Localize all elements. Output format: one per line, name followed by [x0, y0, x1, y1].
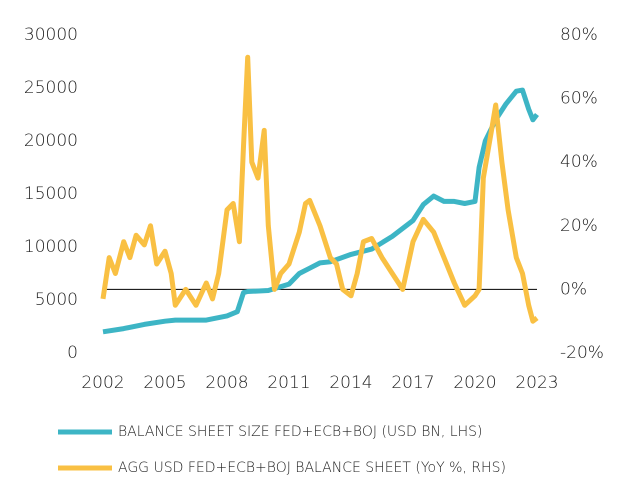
x-tick-label: 2002	[81, 373, 124, 393]
y2-tick-label: 80%	[560, 25, 598, 45]
y2-tick-label: 40%	[560, 152, 598, 172]
y2-tick-label: 0%	[560, 279, 587, 299]
x-tick-label: 2011	[267, 373, 310, 393]
x-tick-label: 2017	[391, 373, 434, 393]
legend-label: AGG USD FED+ECB+BOJ BALANCE SHEET (YoY %…	[118, 460, 506, 476]
y-tick-label: 5000	[35, 290, 78, 310]
x-tick-label: 2023	[515, 373, 558, 393]
y-tick-label: 10000	[24, 237, 78, 257]
y-tick-label: 0	[67, 343, 78, 363]
y-tick-label: 25000	[24, 78, 78, 98]
legend-label: BALANCE SHEET SIZE FED+ECB+BOJ (USD BN, …	[118, 424, 483, 440]
y2-tick-label: 20%	[560, 216, 598, 236]
y-tick-label: 15000	[24, 184, 78, 204]
x-tick-label: 2005	[143, 373, 186, 393]
x-tick-label: 2020	[453, 373, 496, 393]
x-tick-label: 2008	[205, 373, 248, 393]
y-tick-label: 20000	[24, 131, 78, 151]
y-tick-label: 30000	[24, 25, 78, 45]
y2-tick-label: -20%	[560, 343, 604, 363]
y2-tick-label: 60%	[560, 89, 598, 109]
series-line	[100, 54, 539, 324]
x-tick-label: 2014	[329, 373, 372, 393]
